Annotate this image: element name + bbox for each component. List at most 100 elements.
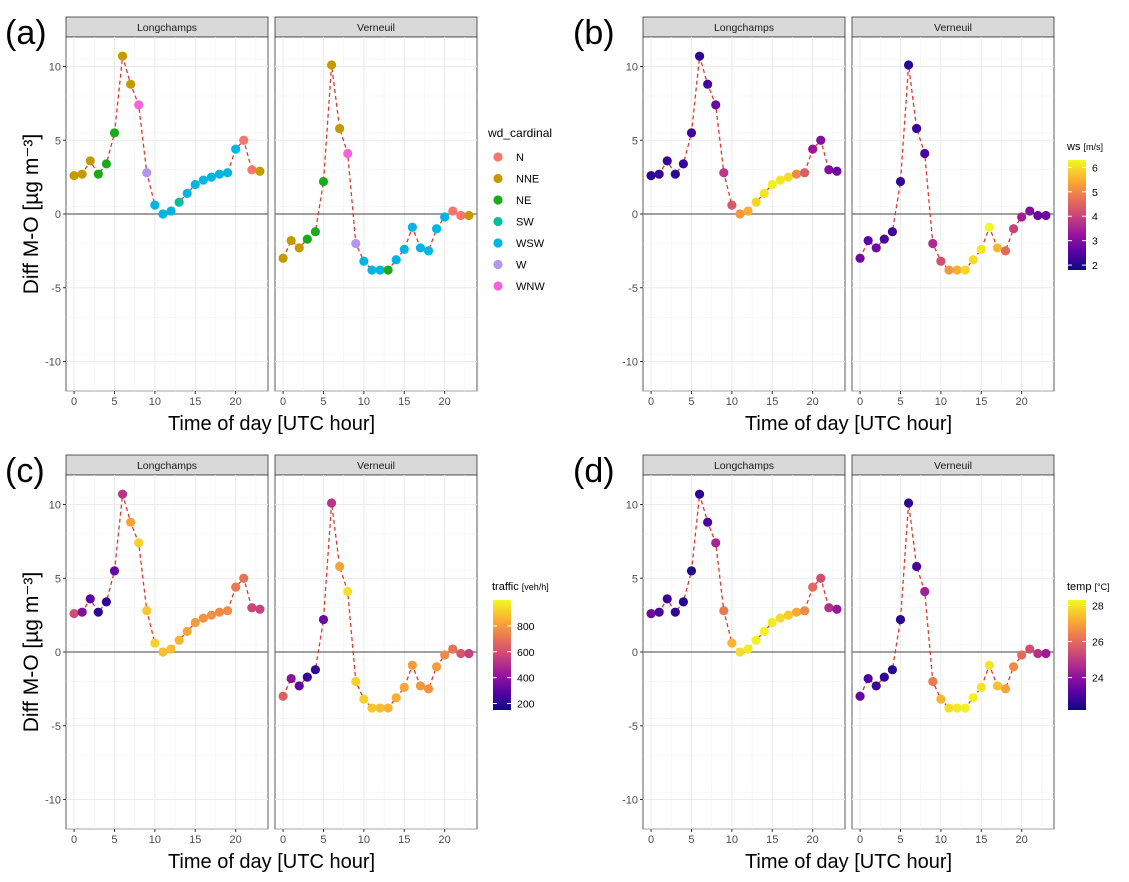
facet-longchamps: Longchamps 0 5 10 15 20: [642, 16, 846, 408]
facet-longchamps: Longchamps 0 5 10 15 20: [65, 16, 269, 408]
legend-label: NE: [516, 195, 531, 207]
legend-label: N: [516, 152, 524, 164]
data-point: [85, 156, 95, 166]
x-tick-label: 15: [766, 834, 778, 846]
data-point: [1041, 210, 1051, 221]
data-point: [190, 179, 200, 190]
data-point: [920, 148, 930, 159]
data-point: [214, 607, 225, 617]
data-point: [423, 246, 434, 256]
data-point: [686, 566, 697, 576]
data-point: [1041, 648, 1051, 659]
legend-label: W: [516, 260, 527, 272]
data-point: [1033, 210, 1043, 221]
x-tick-label: 20: [439, 834, 451, 846]
data-point: [278, 253, 288, 263]
x-tick-label: 0: [857, 834, 863, 846]
data-point: [952, 265, 962, 275]
data-point: [879, 234, 889, 244]
panel-letter: (c): [5, 452, 45, 490]
data-point: [735, 647, 745, 657]
legend-key: [493, 173, 503, 184]
colorbar: [1068, 600, 1086, 710]
data-point: [912, 123, 922, 134]
y-tick-label: 5: [632, 135, 638, 147]
data-point: [783, 610, 794, 620]
data-point: [976, 682, 986, 693]
data-point: [936, 694, 946, 704]
data-point: [440, 212, 450, 222]
data-point: [101, 159, 111, 169]
data-point: [976, 244, 986, 254]
x-tick-label: 20: [1016, 834, 1028, 846]
data-point: [735, 209, 745, 219]
x-tick-label: 15: [975, 396, 987, 408]
y-tick-label: -10: [45, 795, 61, 807]
colorbar: [1068, 160, 1086, 270]
data-point: [1017, 212, 1027, 222]
y-tick-label: 5: [55, 135, 61, 147]
y-tick-label: 10: [49, 500, 61, 512]
y-axis-label: Diff M-O [µg m⁻³]: [20, 572, 43, 732]
data-point: [77, 607, 87, 617]
data-point: [791, 169, 802, 179]
data-point: [255, 166, 265, 176]
x-tick-label: 20: [230, 834, 242, 846]
data-point: [456, 210, 466, 221]
legend-label: WNW: [516, 281, 545, 293]
data-point: [703, 79, 713, 89]
data-point: [1033, 648, 1043, 659]
data-point: [775, 175, 785, 185]
data-point: [117, 489, 128, 499]
legend-title: wd_cardinal: [487, 126, 552, 140]
data-point: [960, 703, 970, 713]
x-tick-label: 20: [807, 834, 819, 846]
data-point: [101, 597, 111, 607]
facet-verneuil: Verneuil 0 5 10 15 20: [851, 16, 1055, 408]
legend: ws [m/s] 2 3 4 5 6: [1066, 141, 1103, 272]
y-tick-label: 10: [626, 500, 638, 512]
data-point: [126, 517, 136, 527]
data-point: [832, 604, 842, 614]
facet-strip-label: Longchamps: [137, 22, 197, 34]
colorbar-tick-label: 2: [1092, 260, 1098, 272]
x-tick-label: 10: [358, 834, 370, 846]
data-point: [670, 607, 680, 617]
data-point: [326, 60, 337, 70]
data-point: [654, 169, 664, 179]
data-point: [166, 644, 176, 654]
data-point: [920, 586, 930, 597]
x-tick-label: 5: [320, 396, 326, 408]
data-point: [335, 561, 345, 572]
data-point: [415, 681, 426, 691]
data-point: [800, 168, 810, 178]
data-point: [174, 197, 184, 207]
legend-label: WSW: [516, 238, 545, 250]
data-point: [278, 691, 288, 701]
data-point: [432, 662, 442, 672]
colorbar-tick-label: 3: [1092, 236, 1098, 248]
data-point: [727, 638, 737, 648]
y-tick-label: -5: [628, 283, 638, 295]
x-tick-label: 0: [280, 834, 286, 846]
data-point: [93, 169, 103, 179]
data-point: [286, 673, 296, 684]
y-tick-label: 0: [55, 209, 61, 221]
colorbar: [493, 600, 511, 710]
y-tick-label: -10: [622, 795, 638, 807]
data-point: [1000, 684, 1011, 694]
x-tick-label: 0: [280, 396, 286, 408]
x-tick-label: 10: [149, 834, 161, 846]
y-tick-label: 0: [55, 647, 61, 659]
data-point: [77, 169, 87, 179]
data-point: [903, 498, 914, 508]
x-tick-label: 15: [766, 396, 778, 408]
x-tick-label: 0: [857, 396, 863, 408]
data-point: [727, 200, 737, 210]
data-point: [69, 171, 79, 181]
data-point: [109, 128, 120, 138]
legend-key: [493, 152, 503, 162]
data-point: [318, 614, 329, 625]
data-point: [423, 684, 434, 694]
